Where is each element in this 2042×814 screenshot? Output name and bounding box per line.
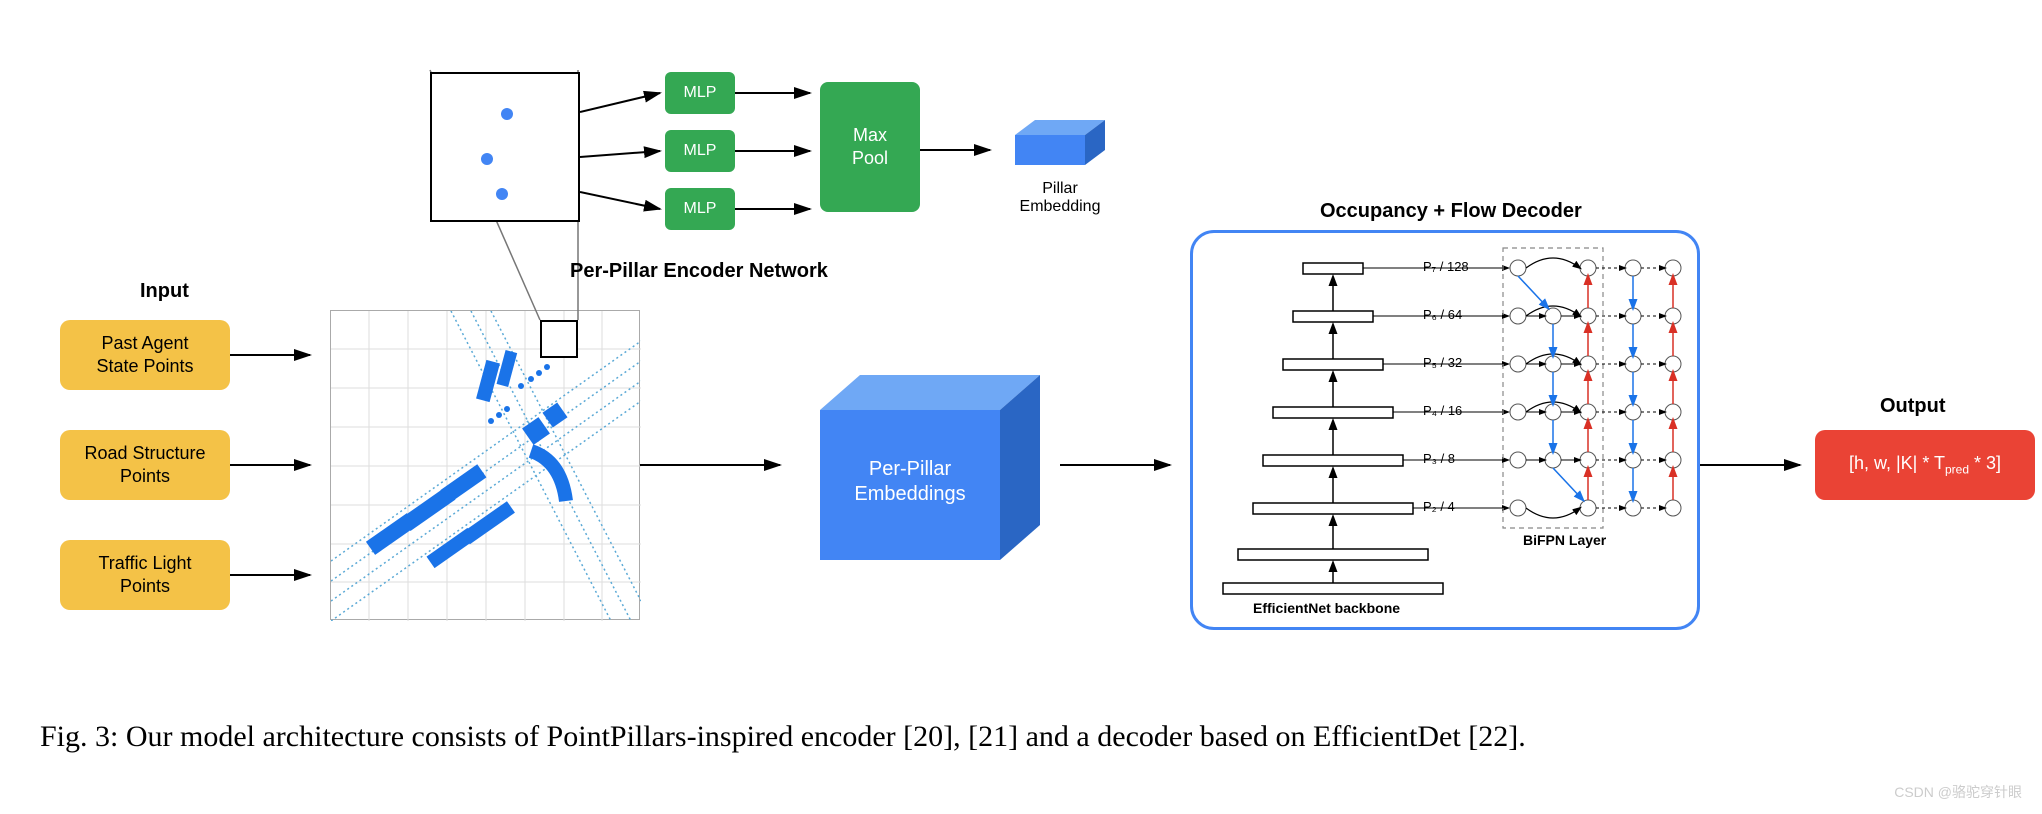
- input-traffic-light: Traffic Light Points: [60, 540, 230, 610]
- input-arrows: [230, 310, 320, 630]
- per-pillar-embeddings-3d: Per-Pillar Embeddings: [800, 360, 1060, 585]
- svg-text:BiFPN Layer: BiFPN Layer: [1523, 532, 1607, 548]
- output-box: [h, w, |K| * Tpred * 3]: [1815, 430, 2035, 500]
- decoder-section-label: Occupancy + Flow Decoder: [1320, 200, 1582, 223]
- pillar-embedding-label: Pillar Embedding: [1005, 180, 1115, 216]
- input-section-label: Input: [140, 280, 189, 303]
- pillar-embedding-3d: [1005, 110, 1115, 185]
- decoder-to-output-arrow: [1700, 455, 1810, 475]
- input-label: Past Agent State Points: [96, 332, 193, 379]
- input-label: Traffic Light Points: [98, 552, 191, 599]
- svg-text:P₅ / 32: P₅ / 32: [1423, 355, 1462, 370]
- encoder-section-label: Per-Pillar Encoder Network: [570, 260, 828, 283]
- input-road-structure: Road Structure Points: [60, 430, 230, 500]
- maxpool-to-pillar-arrow: [920, 140, 1000, 160]
- decoder-box: P₇ / 128 P₆ / 64 P₅ / 32 P₄ / 16 P₃ / 8 …: [1190, 230, 1700, 630]
- svg-text:Embeddings: Embeddings: [854, 483, 965, 505]
- embeddings-to-decoder-arrow: [1060, 455, 1180, 475]
- svg-text:P₇ / 128: P₇ / 128: [1423, 259, 1469, 274]
- svg-text:P₄ / 16: P₄ / 16: [1423, 403, 1462, 418]
- watermark: CSDN @骆驼穿针眼: [1894, 782, 2022, 802]
- svg-text:P₂ / 4: P₂ / 4: [1423, 499, 1455, 514]
- input-past-agent: Past Agent State Points: [60, 320, 230, 390]
- mlp-box-1: MLP: [665, 72, 735, 114]
- svg-text:P₆ / 64: P₆ / 64: [1423, 307, 1462, 322]
- mlp-box-2: MLP: [665, 130, 735, 172]
- svg-text:P₃ / 8: P₃ / 8: [1423, 451, 1455, 466]
- input-label: Road Structure Points: [84, 442, 205, 489]
- zoomed-pillar: [430, 72, 580, 222]
- maxpool-label: Max Pool: [852, 124, 888, 171]
- grid-to-embeddings-arrow: [640, 455, 790, 475]
- output-section-label: Output: [1880, 395, 1946, 418]
- figure-caption: Fig. 3: Our model architecture consists …: [40, 720, 1526, 754]
- maxpool-box: Max Pool: [820, 82, 920, 212]
- mlp-box-3: MLP: [665, 188, 735, 230]
- mlp-to-maxpool-arrows: [735, 70, 825, 240]
- svg-text:EfficientNet backbone: EfficientNet backbone: [1253, 600, 1400, 616]
- svg-text:Per-Pillar: Per-Pillar: [869, 458, 952, 480]
- zoomed-pillar-points: [432, 74, 582, 224]
- output-text: [h, w, |K| * Tpred * 3]: [1849, 453, 2001, 477]
- decoder-svg: P₇ / 128 P₆ / 64 P₅ / 32 P₄ / 16 P₃ / 8 …: [1193, 233, 1703, 633]
